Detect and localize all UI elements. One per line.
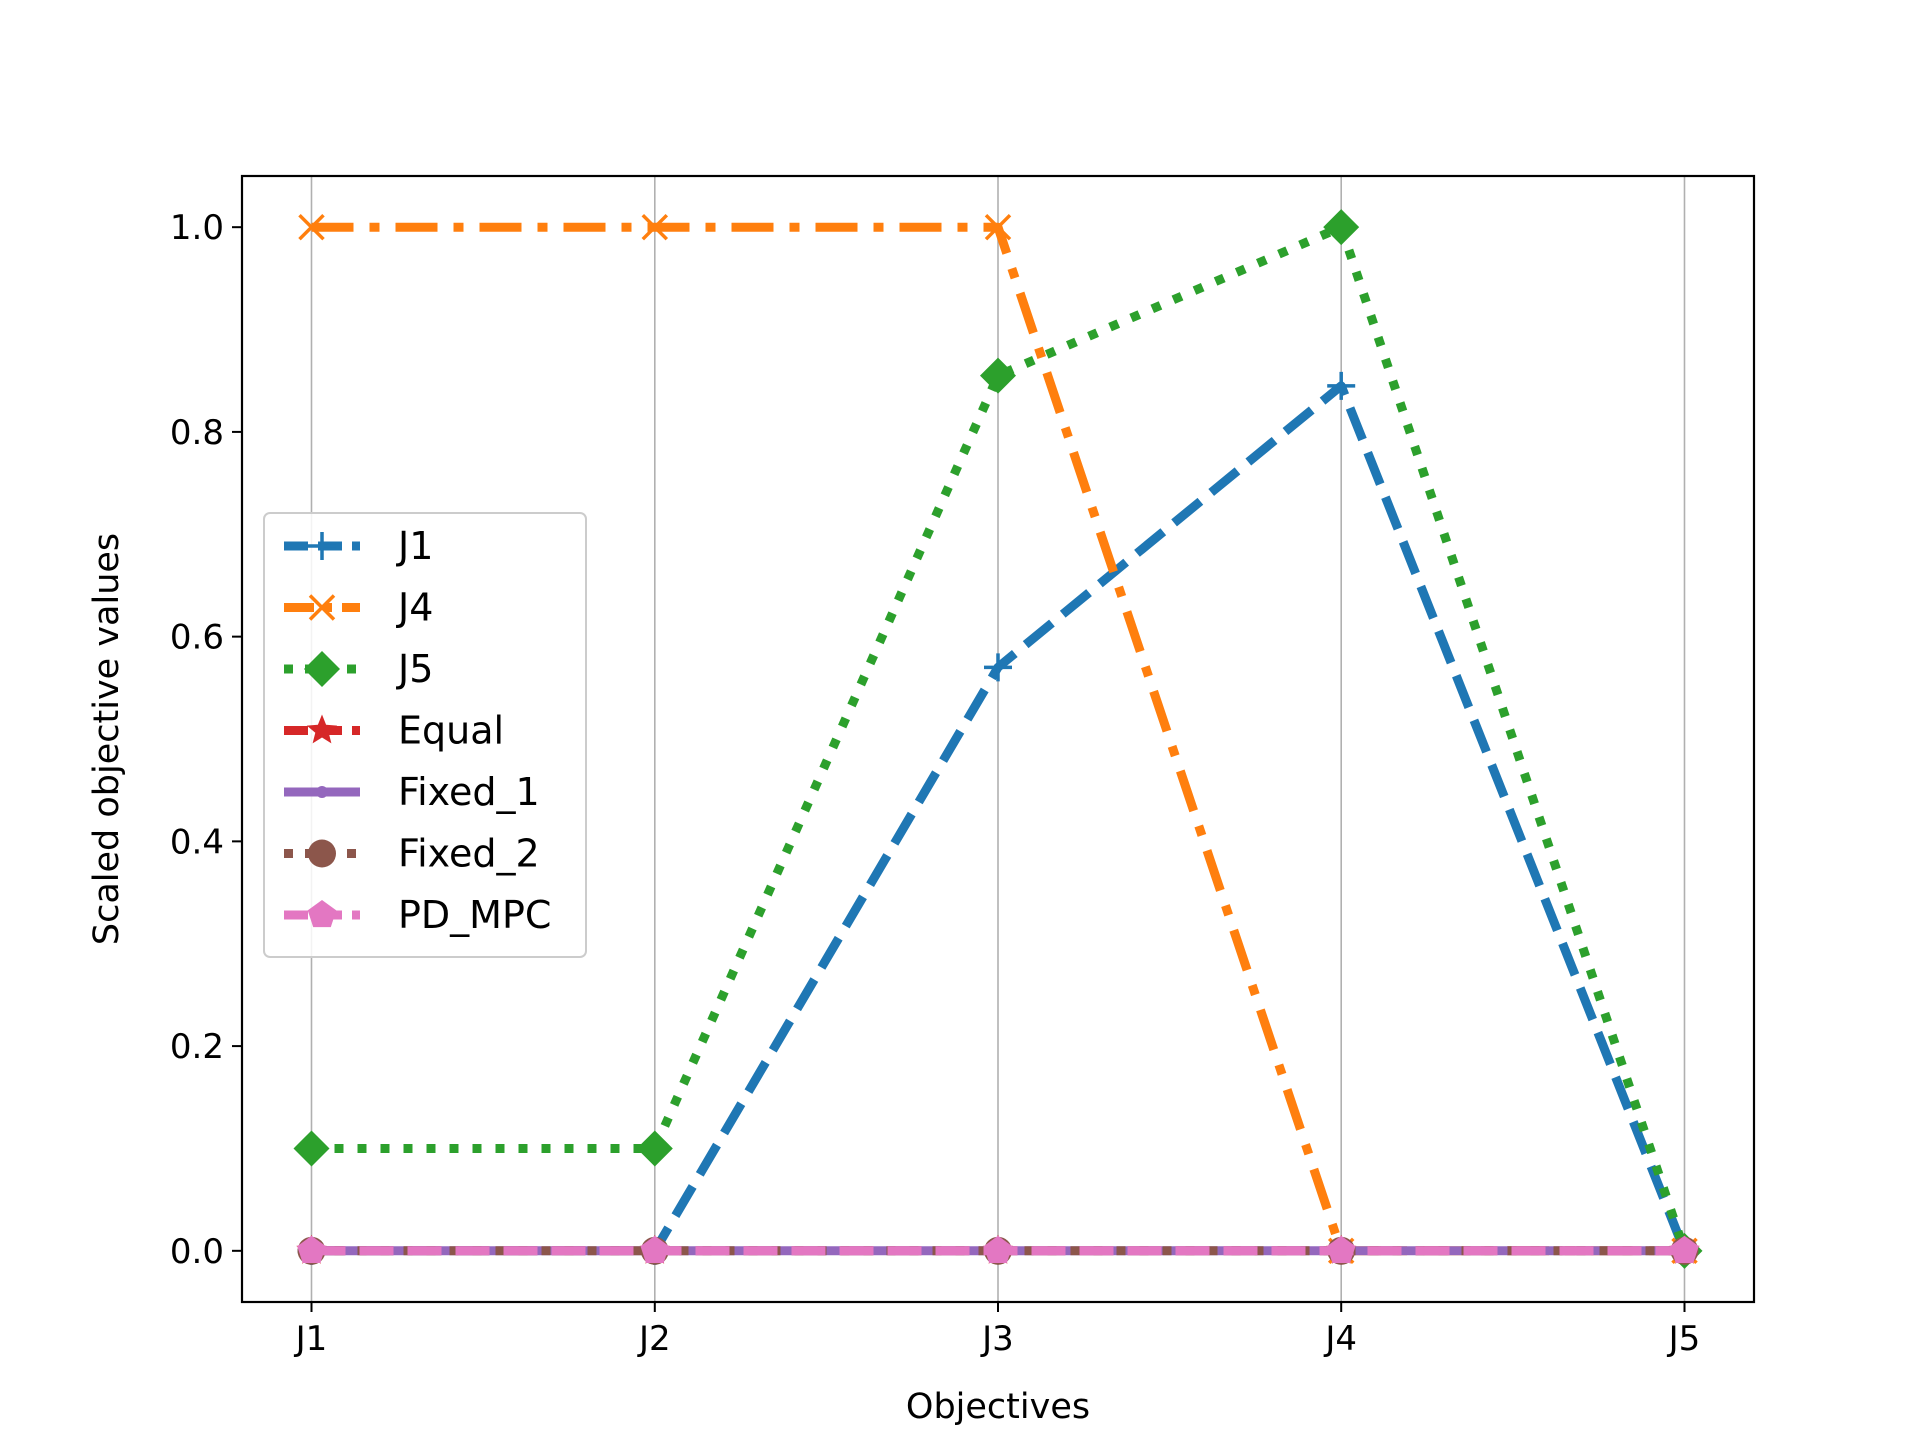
legend-label-fixed-1: Fixed_1 xyxy=(398,770,540,814)
data-point-j1-j4 xyxy=(1327,371,1356,400)
legend-label-fixed-2: Fixed_2 xyxy=(398,832,540,876)
legend-label-equal: Equal xyxy=(398,709,504,753)
y-tick-label: 0.8 xyxy=(170,413,224,453)
legend-item-j4: J4 xyxy=(284,586,433,630)
legend-marker-fixed-2 xyxy=(308,839,336,868)
y-tick-label: 0.4 xyxy=(170,822,224,862)
data-point-pd-mpc-j4 xyxy=(1326,1235,1356,1263)
legend-marker-fixed-1 xyxy=(316,786,328,798)
legend-label-j1: J1 xyxy=(396,524,433,568)
legend-item-pd-mpc: PD_MPC xyxy=(284,893,551,937)
legend-label-j5: J5 xyxy=(396,647,433,691)
series-pd-mpc xyxy=(297,1235,1699,1263)
legend-label-j4: J4 xyxy=(396,586,433,630)
legend-label-pd-mpc: PD_MPC xyxy=(398,893,551,937)
data-point-j4-j3 xyxy=(984,213,1012,241)
data-point-pd-mpc-j2 xyxy=(640,1235,670,1263)
data-point-j5-j2 xyxy=(636,1130,673,1167)
data-point-j4-j2 xyxy=(641,213,669,241)
legend-item-j1: J1 xyxy=(284,524,433,568)
legend-marker-j5 xyxy=(304,651,340,687)
data-point-pd-mpc-j1 xyxy=(297,1235,326,1263)
data-point-pd-mpc-j5 xyxy=(1670,1235,1699,1263)
legend-item-fixed-1: Fixed_1 xyxy=(284,770,540,814)
legend: J1 J4 J5 Equal Fixed_1 Fixed_2 PD_MPC xyxy=(263,512,587,958)
data-point-pd-mpc-j3 xyxy=(983,1235,1013,1263)
series-group xyxy=(293,209,1703,1269)
data-point-j5-j4 xyxy=(1323,209,1360,246)
x-tick-label-j5: J5 xyxy=(1667,1319,1701,1359)
y-tick-label: 1.0 xyxy=(170,208,224,248)
x-tick-label-j2: J2 xyxy=(637,1319,671,1359)
legend-item-fixed-2: Fixed_2 xyxy=(284,832,540,876)
legend-marker-pd-mpc xyxy=(307,900,337,928)
legend-item-equal: Equal xyxy=(284,709,504,753)
y-tick-label: 0.2 xyxy=(170,1027,224,1067)
data-point-j5-j1 xyxy=(293,1130,330,1167)
legend-marker-j4 xyxy=(308,594,336,621)
x-axis-title: Objectives xyxy=(906,1387,1090,1427)
data-point-j1-j3 xyxy=(984,653,1012,682)
x-tick-label-j4: J4 xyxy=(1323,1319,1357,1359)
y-tick-label: 0.0 xyxy=(170,1232,224,1272)
legend-box xyxy=(263,512,587,958)
x-axis: J1 J2 J3 J4 J5 xyxy=(294,1302,1701,1359)
legend-marker-equal xyxy=(306,714,338,744)
legend-item-j5: J5 xyxy=(284,647,433,691)
x-tick-label-j1: J1 xyxy=(294,1319,328,1359)
x-tick-label-j3: J3 xyxy=(980,1319,1014,1359)
legend-marker-j1 xyxy=(308,532,336,560)
data-point-j5-j3 xyxy=(980,357,1016,394)
y-axis: 0.0 0.2 0.4 0.6 0.8 1.0 xyxy=(170,208,242,1272)
y-tick-label: 0.6 xyxy=(170,618,224,658)
y-axis-title: Scaled objective values xyxy=(87,533,127,945)
data-point-j4-j1 xyxy=(298,213,325,241)
